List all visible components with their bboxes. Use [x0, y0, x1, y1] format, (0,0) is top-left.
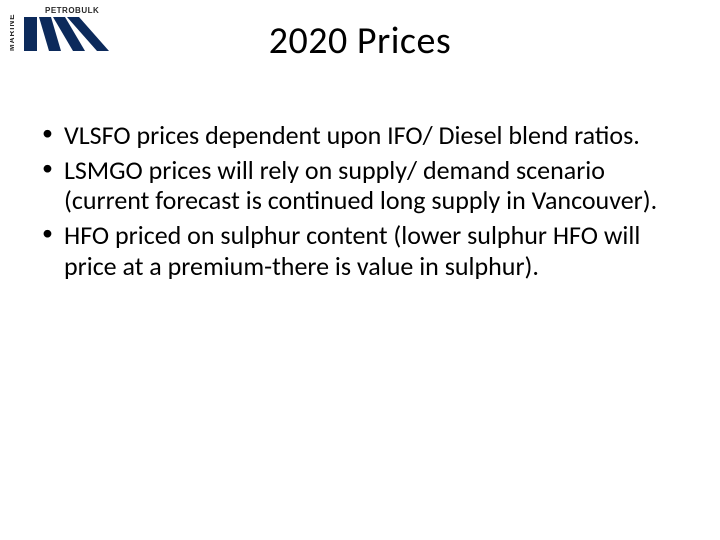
- slide-title: 2020 Prices: [0, 18, 720, 64]
- slide-body: VLSFO prices dependent upon IFO/ Diesel …: [38, 120, 682, 285]
- bullet-list: VLSFO prices dependent upon IFO/ Diesel …: [38, 120, 682, 281]
- bullet-item: VLSFO prices dependent upon IFO/ Diesel …: [38, 120, 682, 151]
- bullet-item: LSMGO prices will rely on supply/ demand…: [38, 155, 682, 216]
- slide: MARINE PETROBULK 2020 Prices VLSFO price…: [0, 0, 720, 540]
- svg-text:PETROBULK: PETROBULK: [45, 6, 99, 15]
- bullet-item: HFO priced on sulphur content (lower sul…: [38, 220, 682, 281]
